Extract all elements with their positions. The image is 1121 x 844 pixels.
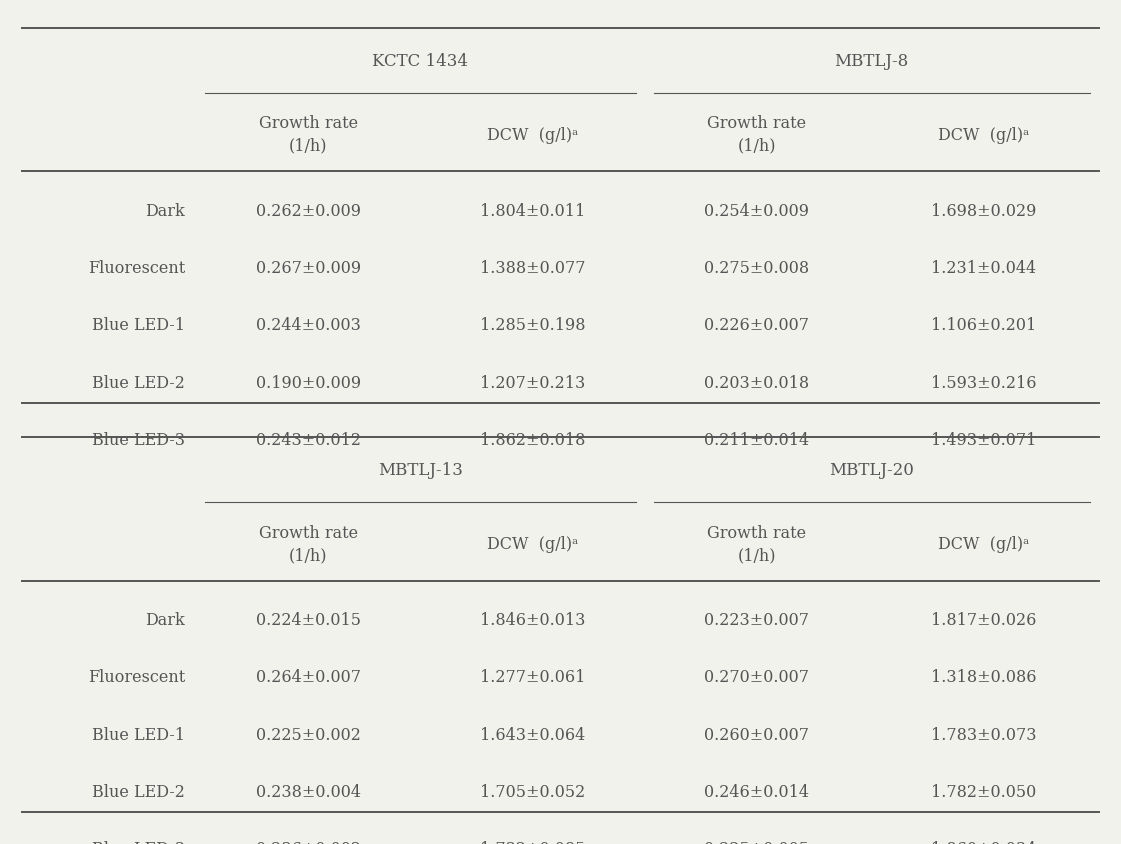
Text: 1.388±0.077: 1.388±0.077 <box>480 260 585 277</box>
Text: Blue LED-2: Blue LED-2 <box>92 375 185 392</box>
Text: 0.275±0.008: 0.275±0.008 <box>704 260 809 277</box>
Text: 0.254±0.009: 0.254±0.009 <box>704 203 809 219</box>
Text: 0.203±0.018: 0.203±0.018 <box>704 375 809 392</box>
Text: 1.860±0.034: 1.860±0.034 <box>932 841 1036 844</box>
Text: 0.225±0.005: 0.225±0.005 <box>704 841 809 844</box>
Text: DCW  (g/l)ᵃ: DCW (g/l)ᵃ <box>938 536 1029 553</box>
Text: 0.267±0.009: 0.267±0.009 <box>256 260 361 277</box>
Text: 0.211±0.014: 0.211±0.014 <box>704 432 809 449</box>
Text: Growth rate
(1/h): Growth rate (1/h) <box>707 116 806 154</box>
Text: 1.593±0.216: 1.593±0.216 <box>930 375 1037 392</box>
Text: 1.285±0.198: 1.285±0.198 <box>480 317 585 334</box>
Text: 1.817±0.026: 1.817±0.026 <box>930 612 1037 629</box>
Text: 0.264±0.007: 0.264±0.007 <box>256 669 361 686</box>
Text: Blue LED-3: Blue LED-3 <box>92 432 185 449</box>
Text: 1.207±0.213: 1.207±0.213 <box>480 375 585 392</box>
Text: 1.318±0.086: 1.318±0.086 <box>930 669 1037 686</box>
Text: 1.804±0.011: 1.804±0.011 <box>480 203 585 219</box>
Text: 0.262±0.009: 0.262±0.009 <box>256 203 361 219</box>
Text: 1.106±0.201: 1.106±0.201 <box>932 317 1036 334</box>
Text: MBTLJ-8: MBTLJ-8 <box>834 53 909 70</box>
Text: 1.732±0.085: 1.732±0.085 <box>480 841 585 844</box>
Text: Growth rate
(1/h): Growth rate (1/h) <box>259 116 358 154</box>
Text: DCW  (g/l)ᵃ: DCW (g/l)ᵃ <box>487 536 578 553</box>
Text: 1.862±0.018: 1.862±0.018 <box>480 432 585 449</box>
Text: 1.277±0.061: 1.277±0.061 <box>480 669 585 686</box>
Text: 0.270±0.007: 0.270±0.007 <box>704 669 809 686</box>
Text: Blue LED-2: Blue LED-2 <box>92 784 185 801</box>
Text: 0.243±0.012: 0.243±0.012 <box>256 432 361 449</box>
Text: 0.224±0.015: 0.224±0.015 <box>256 612 361 629</box>
Text: Blue LED-1: Blue LED-1 <box>92 317 185 334</box>
Text: 0.190±0.009: 0.190±0.009 <box>256 375 361 392</box>
Text: Dark: Dark <box>146 612 185 629</box>
Text: 1.643±0.064: 1.643±0.064 <box>480 727 585 744</box>
Text: KCTC 1434: KCTC 1434 <box>372 53 469 70</box>
Text: 0.226±0.007: 0.226±0.007 <box>704 317 809 334</box>
Text: DCW  (g/l)ᵃ: DCW (g/l)ᵃ <box>487 127 578 143</box>
Text: 0.236±0.002: 0.236±0.002 <box>256 841 361 844</box>
Text: Fluorescent: Fluorescent <box>87 669 185 686</box>
Text: Dark: Dark <box>146 203 185 219</box>
Text: 1.705±0.052: 1.705±0.052 <box>480 784 585 801</box>
Text: 1.782±0.050: 1.782±0.050 <box>932 784 1036 801</box>
Text: Blue LED-3: Blue LED-3 <box>92 841 185 844</box>
Text: MBTLJ-20: MBTLJ-20 <box>830 463 914 479</box>
Text: 1.231±0.044: 1.231±0.044 <box>932 260 1036 277</box>
Text: 0.260±0.007: 0.260±0.007 <box>704 727 809 744</box>
Text: Growth rate
(1/h): Growth rate (1/h) <box>707 525 806 564</box>
Text: 0.225±0.002: 0.225±0.002 <box>256 727 361 744</box>
Text: Growth rate
(1/h): Growth rate (1/h) <box>259 525 358 564</box>
Text: 0.223±0.007: 0.223±0.007 <box>704 612 809 629</box>
Text: 0.244±0.003: 0.244±0.003 <box>256 317 361 334</box>
Text: 1.698±0.029: 1.698±0.029 <box>930 203 1037 219</box>
Text: Blue LED-1: Blue LED-1 <box>92 727 185 744</box>
Text: MBTLJ-13: MBTLJ-13 <box>378 463 463 479</box>
Text: 1.493±0.071: 1.493±0.071 <box>930 432 1037 449</box>
Text: 1.783±0.073: 1.783±0.073 <box>930 727 1037 744</box>
Text: 0.246±0.014: 0.246±0.014 <box>704 784 809 801</box>
Text: 1.846±0.013: 1.846±0.013 <box>480 612 585 629</box>
Text: 0.238±0.004: 0.238±0.004 <box>256 784 361 801</box>
Text: DCW  (g/l)ᵃ: DCW (g/l)ᵃ <box>938 127 1029 143</box>
Text: Fluorescent: Fluorescent <box>87 260 185 277</box>
